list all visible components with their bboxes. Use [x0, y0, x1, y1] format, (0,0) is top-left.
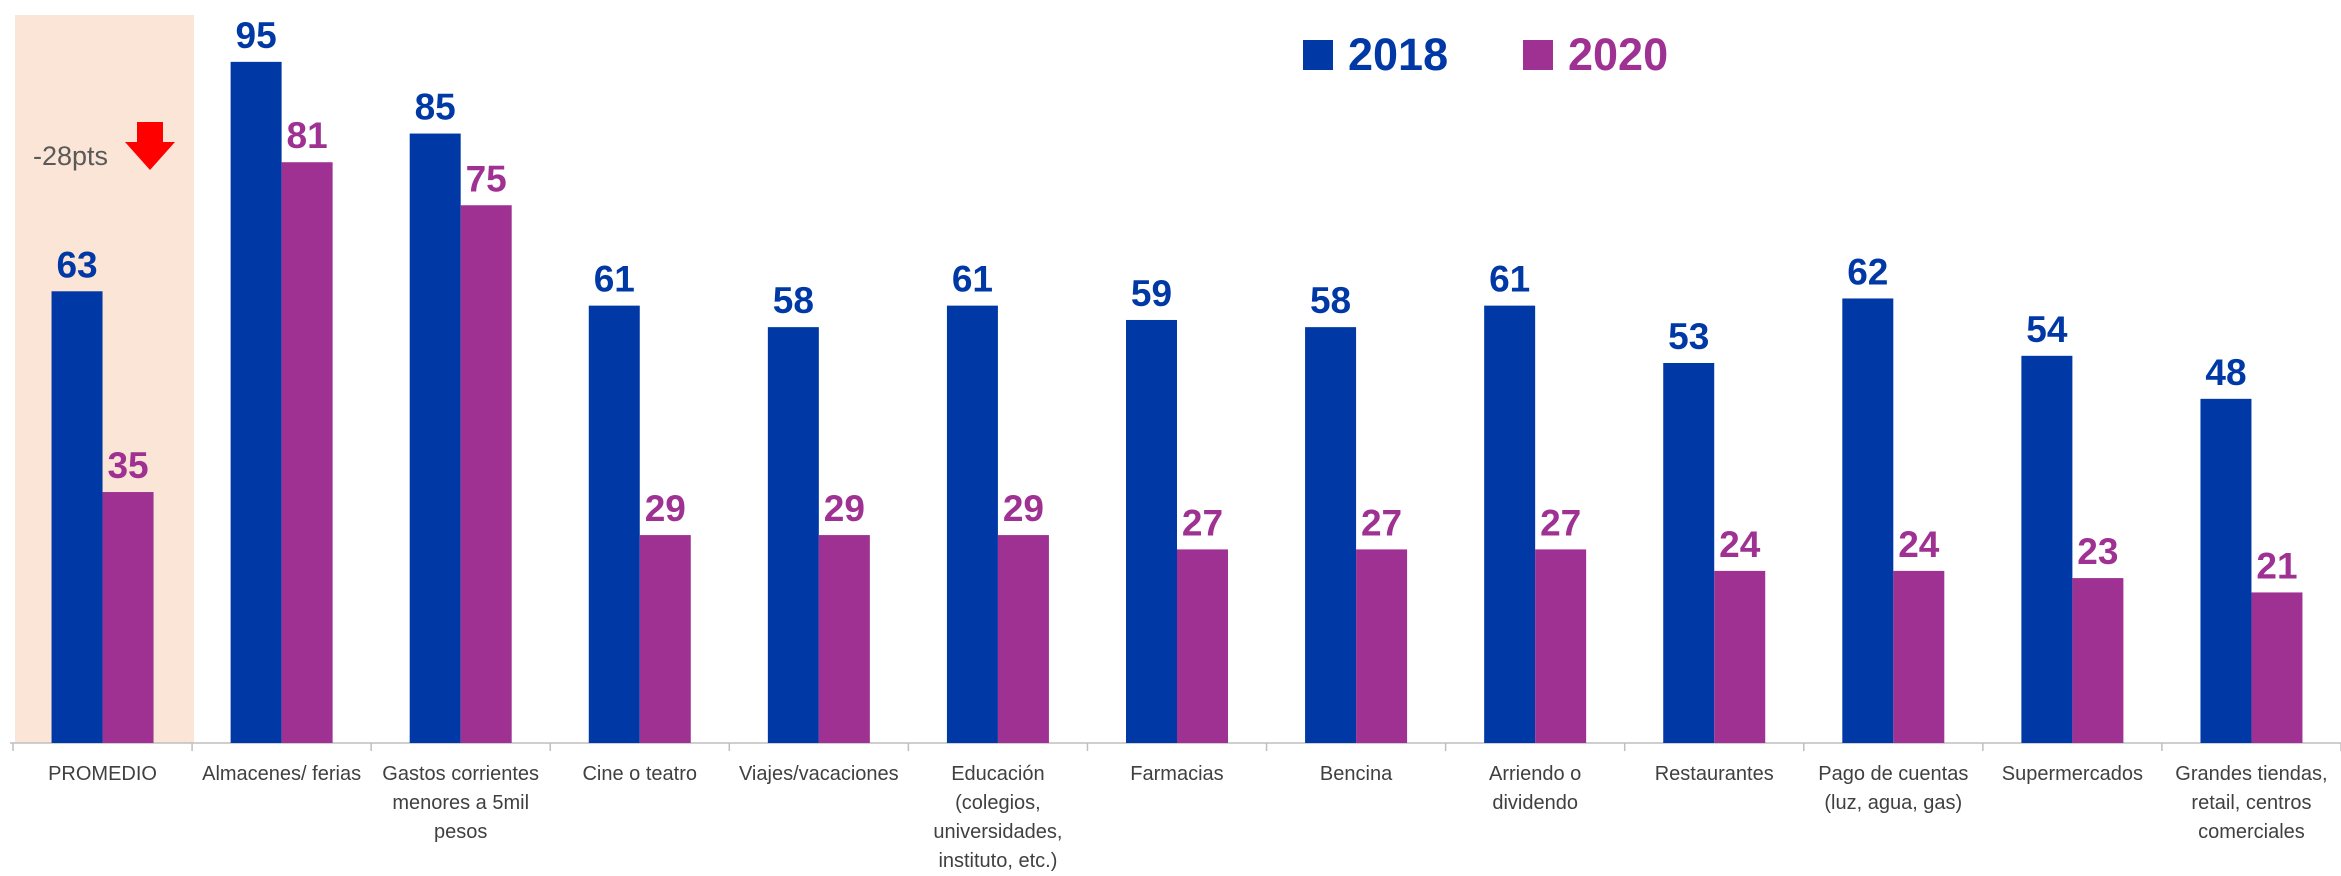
bar	[2251, 592, 2303, 743]
bar	[460, 205, 512, 743]
annotation: -28pts	[33, 141, 108, 171]
x-tick-label: PROMEDIO	[48, 763, 157, 785]
bar	[1663, 362, 1715, 743]
bar	[102, 492, 154, 743]
value-label: 58	[1310, 280, 1351, 321]
legend-label: 2018	[1348, 29, 1448, 80]
value-label: 81	[287, 115, 328, 156]
value-label: 53	[1668, 316, 1709, 357]
value-label: 95	[236, 15, 277, 56]
bar	[767, 327, 819, 743]
legend-swatch	[1523, 40, 1553, 70]
value-label: 61	[952, 259, 993, 300]
value-label: 61	[594, 259, 635, 300]
bar	[1356, 549, 1408, 743]
bar	[997, 535, 1049, 743]
value-label: 21	[2256, 545, 2297, 586]
bar	[409, 133, 461, 744]
x-tick-label: Cine o teatro	[582, 763, 697, 785]
x-tick-label: Pago de cuentas (luz, agua, gas)	[1818, 763, 1969, 814]
x-tick-label: Supermercados	[2001, 763, 2143, 785]
bar	[51, 291, 103, 743]
value-label: 24	[1719, 524, 1761, 565]
bar	[1893, 570, 1945, 743]
bar	[1842, 298, 1894, 743]
plot: 63 95 85 61 58 61 59 58 61 53 62 54 48 35 81 75 29 29 29 27…	[10, 15, 2341, 751]
x-tick-label: Viajes/vacaciones	[738, 763, 899, 785]
value-label: 85	[415, 87, 456, 128]
bar	[1714, 570, 1766, 743]
x-tick-label: Gastos corrientes menores a 5mil pesos	[382, 763, 540, 843]
legend-swatch	[1303, 40, 1333, 70]
value-label: 75	[466, 158, 507, 199]
value-label: 29	[824, 488, 865, 529]
bar	[818, 535, 870, 743]
down-arrow	[125, 122, 175, 170]
x-tick-label: Arriendo o dividendo	[1489, 763, 1582, 814]
bar	[1177, 549, 1228, 743]
value-label: 61	[1489, 259, 1530, 300]
x-tick-label: Restaurantes	[1654, 763, 1774, 785]
value-label: 24	[1898, 524, 1940, 565]
x-tick-label: Grandes tiendas, retail, centros comerci…	[2175, 763, 2328, 843]
bar	[1484, 305, 1536, 743]
value-label: 29	[1003, 488, 1044, 529]
value-label: 48	[2205, 352, 2246, 393]
value-label: 62	[1847, 251, 1888, 292]
value-label: 59	[1131, 273, 1172, 314]
x-tick-label: Farmacias	[1130, 763, 1224, 785]
value-label: 29	[645, 488, 686, 529]
bar	[1535, 549, 1587, 743]
bar	[2072, 578, 2124, 743]
value-label: 63	[56, 244, 97, 285]
value-label: 23	[2077, 531, 2118, 572]
bar	[2200, 398, 2252, 743]
value-label: 54	[2026, 309, 2068, 350]
value-label: 27	[1540, 502, 1581, 543]
value-label: 58	[773, 280, 814, 321]
x-tick-label: Almacenes/ ferias	[202, 763, 362, 785]
value-label: 27	[1182, 502, 1223, 543]
bar	[230, 61, 282, 744]
value-label: 35	[107, 445, 148, 486]
bar	[1126, 319, 1177, 743]
value-label: 27	[1361, 502, 1402, 543]
bar	[281, 162, 333, 744]
x-tick-label: Educación (colegios, universidades, inst…	[933, 763, 1063, 872]
legend-label: 2020	[1568, 29, 1668, 80]
bar	[946, 305, 998, 743]
bar	[639, 535, 691, 743]
bar	[2021, 355, 2073, 743]
bar	[588, 305, 640, 743]
bar	[1305, 327, 1357, 743]
x-tick-label: Bencina	[1319, 763, 1393, 785]
